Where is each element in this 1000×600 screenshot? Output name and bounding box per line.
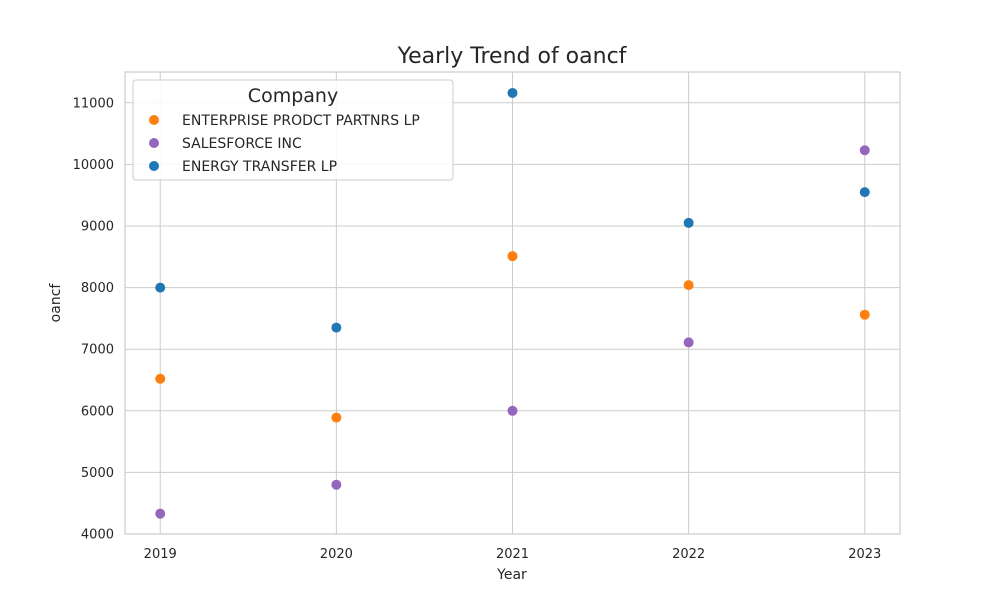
legend-label-energy-transfer-lp: ENERGY TRANSFER LP [182,159,337,175]
x-tick-label: 2020 [320,547,353,562]
point-enterprise-prodct-partnrs-lp-2021 [507,251,518,262]
y-tick-label: 11000 [73,96,114,111]
point-salesforce-inc-2022 [683,337,694,348]
y-axis-label: oancf [48,283,64,323]
y-tick-label: 6000 [81,404,114,419]
point-salesforce-inc-2021 [507,405,518,416]
legend-label-salesforce-inc: SALESFORCE INC [182,136,302,152]
x-tick-label: 2022 [672,547,705,562]
y-tick-label: 8000 [81,281,114,296]
x-tick-label: 2019 [144,547,177,562]
plot-area-frame [124,71,901,535]
data-points [155,87,870,519]
y-tick-label: 10000 [73,158,114,173]
point-energy-transfer-lp-2023 [859,187,870,198]
legend-marker-salesforce-inc [149,138,159,148]
legend: Company ENTERPRISE PRODCT PARTNRS LP SAL… [132,79,454,181]
x-axis-label: Year [496,567,527,583]
point-salesforce-inc-2023 [859,145,870,156]
legend-marker-energy-transfer-lp [149,161,159,171]
point-energy-transfer-lp-2019 [155,282,166,293]
legend-box [132,79,454,181]
x-tick-label: 2021 [496,547,529,562]
x-tick-label: 2023 [848,547,881,562]
legend-label-enterprise-prodct-partnrs-lp: ENTERPRISE PRODCT PARTNRS LP [182,113,420,129]
point-enterprise-prodct-partnrs-lp-2020 [331,412,342,423]
legend-title: Company [248,85,338,107]
point-salesforce-inc-2019 [155,508,166,519]
point-enterprise-prodct-partnrs-lp-2023 [859,309,870,320]
point-energy-transfer-lp-2022 [683,217,694,228]
y-tick-label: 4000 [81,528,114,543]
tick-labels: 4000 5000 6000 7000 8000 9000 10000 11000 2019 20… [73,96,882,562]
chart-title: Yearly Trend of oancf [397,44,628,69]
legend-marker-enterprise-prodct-partnrs-lp [149,115,159,125]
point-enterprise-prodct-partnrs-lp-2022 [683,280,694,291]
y-tick-label: 7000 [81,343,114,358]
point-energy-transfer-lp-2021 [507,87,518,98]
y-tick-label: 5000 [81,466,114,481]
point-enterprise-prodct-partnrs-lp-2019 [155,373,166,384]
grid-layer [125,72,900,535]
point-energy-transfer-lp-2020 [331,322,342,333]
y-tick-label: 9000 [81,220,114,235]
point-salesforce-inc-2020 [331,479,342,490]
